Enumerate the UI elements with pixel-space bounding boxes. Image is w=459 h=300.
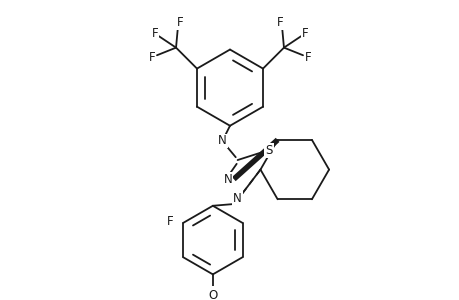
Text: F: F <box>151 27 158 40</box>
Text: N: N <box>223 172 232 186</box>
Text: F: F <box>304 51 310 64</box>
Text: F: F <box>301 27 308 40</box>
Text: F: F <box>166 214 173 227</box>
Text: N: N <box>233 192 241 205</box>
Text: F: F <box>176 16 183 29</box>
Text: F: F <box>149 51 155 64</box>
Text: F: F <box>276 16 283 29</box>
Text: O: O <box>208 289 217 300</box>
Text: S: S <box>265 144 272 157</box>
Text: N: N <box>218 134 226 148</box>
